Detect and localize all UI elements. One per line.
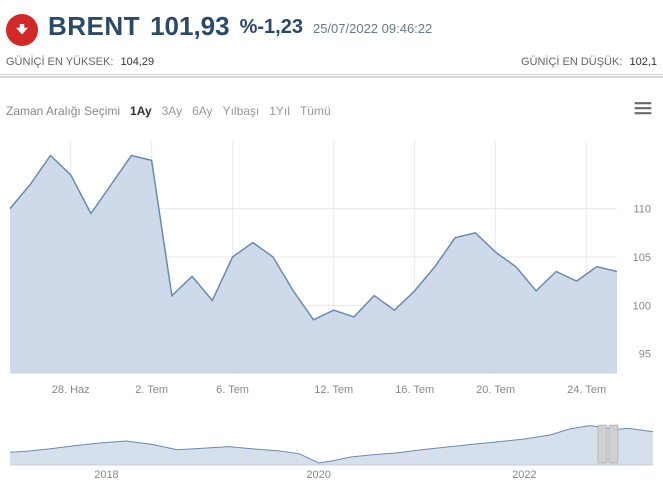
quote-timestamp: 25/07/2022 09:46:22 — [313, 21, 432, 36]
svg-text:110: 110 — [633, 204, 651, 216]
svg-text:20. Tem: 20. Tem — [476, 384, 515, 396]
range-option-1Ay[interactable]: 1Ay — [130, 104, 152, 118]
intraday-high-label: GÜNİÇİ EN YÜKSEK: — [6, 56, 113, 68]
range-option-3Ay[interactable]: 3Ay — [162, 104, 182, 118]
range-option-6Ay[interactable]: 6Ay — [192, 104, 212, 118]
svg-text:100: 100 — [633, 300, 651, 312]
svg-text:24. Tem: 24. Tem — [567, 384, 606, 396]
range-option-Yılbaşı[interactable]: Yılbaşı — [223, 104, 260, 118]
svg-text:2022: 2022 — [512, 469, 536, 481]
range-option-Tümü[interactable]: Tümü — [300, 104, 331, 118]
ticker-symbol: BRENT — [48, 11, 140, 42]
svg-text:16. Tem: 16. Tem — [395, 384, 434, 396]
chart-menu-icon[interactable] — [629, 96, 657, 125]
svg-text:6. Tem: 6. Tem — [216, 384, 249, 396]
down-arrow-icon — [6, 14, 38, 46]
svg-text:28. Haz: 28. Haz — [52, 384, 90, 396]
intraday-stats: GÜNİÇİ EN YÜKSEK: 104,29 GÜNİÇİ EN DÜŞÜK… — [0, 48, 663, 75]
navigator-chart[interactable]: 2018 2020 2022 — [6, 421, 657, 481]
quote-header: BRENT 101,93 %-1,23 25/07/2022 09:46:22 — [0, 0, 663, 48]
last-price: 101,93 — [150, 11, 230, 42]
svg-text:105: 105 — [633, 252, 651, 264]
intraday-low-value: 102,1 — [629, 56, 657, 68]
svg-text:2020: 2020 — [306, 469, 330, 481]
svg-text:95: 95 — [639, 349, 651, 361]
main-price-chart[interactable]: 95 100 105 110 28. Haz 2. Tem 6. Tem 12. Tem 16.… — [6, 135, 657, 403]
svg-text:12. Tem: 12. Tem — [314, 384, 353, 396]
range-option-1Yıl[interactable]: 1Yıl — [269, 104, 290, 118]
range-selector-label: Zaman Aralığı Seçimi — [6, 104, 120, 118]
svg-text:2. Tem: 2. Tem — [135, 384, 168, 396]
range-selector-row: Zaman Aralığı Seçimi 1Ay 3Ay 6Ay Yılbaşı 1Yı… — [6, 92, 657, 135]
svg-text:2018: 2018 — [94, 469, 118, 481]
intraday-high-value: 104,29 — [120, 56, 154, 68]
intraday-low-label: GÜNİÇİ EN DÜŞÜK: — [521, 56, 622, 68]
percent-change: %-1,23 — [240, 16, 303, 39]
